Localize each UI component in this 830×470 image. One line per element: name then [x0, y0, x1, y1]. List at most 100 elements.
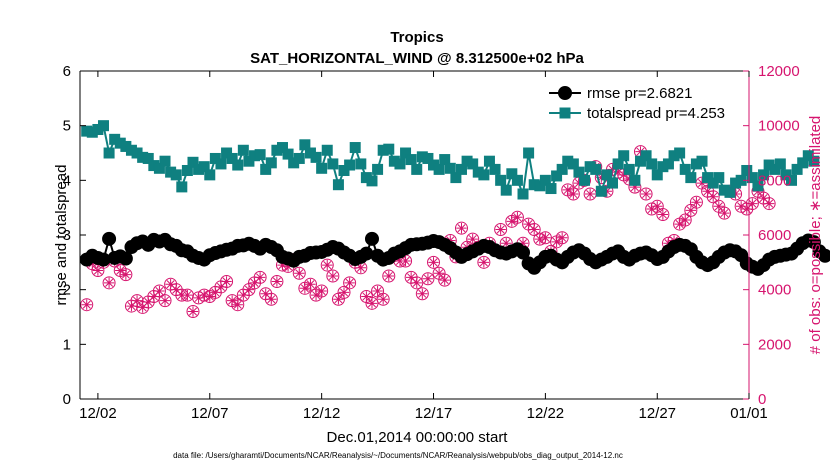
obs-count-point [299, 283, 311, 294]
obs-count-point [439, 274, 450, 286]
series-point [282, 148, 294, 160]
obs-count-point [568, 188, 579, 200]
obs-count-point [639, 187, 653, 201]
series-point [629, 174, 641, 186]
x-axis-label: Dec.01,2014 00:00:00 start [327, 429, 509, 446]
obs-count-point [260, 288, 271, 299]
obs-count-point [92, 265, 104, 276]
obs-count-point [154, 285, 165, 297]
obs-count-point [411, 277, 422, 289]
obs-count-point [337, 285, 351, 299]
series-point [495, 174, 507, 186]
obs-count-point [292, 266, 306, 280]
obs-count-point [495, 224, 506, 235]
series-point [237, 144, 249, 156]
y-right-tick-label: 10000 [758, 118, 800, 135]
series-point [797, 157, 809, 169]
y-right-tick-label: 8000 [758, 172, 791, 189]
x-tick-label: 01/01 [730, 405, 768, 422]
obs-count-point [494, 223, 508, 237]
y-tick-label: 6 [63, 63, 71, 80]
obs-count-point [152, 284, 166, 298]
series-point [567, 158, 579, 170]
series-point [102, 231, 117, 246]
obs-count-point [719, 207, 730, 219]
obs-count-point [221, 276, 232, 287]
obs-count-point [556, 232, 568, 243]
obs-count-point [584, 188, 596, 200]
plot-area [80, 71, 749, 399]
y-right-tick-label: 12000 [758, 63, 800, 80]
obs-count-point [717, 206, 731, 220]
series-point [170, 169, 182, 181]
obs-count-point [758, 192, 769, 204]
obs-count-point [534, 233, 545, 245]
series-point [364, 231, 379, 246]
obs-count-point [81, 299, 92, 310]
series-point [573, 166, 585, 178]
obs-count-point [713, 201, 724, 212]
obs-count-point [322, 259, 333, 271]
series-point [254, 149, 266, 161]
obs-count-point [182, 289, 193, 301]
obs-count-point [445, 235, 456, 246]
series-point [276, 142, 288, 154]
obs-count-point [421, 272, 435, 286]
obs-count-point [158, 294, 172, 308]
obs-count-point [618, 169, 629, 181]
obs-count-point [249, 277, 260, 289]
chart-title: Tropics [390, 29, 443, 46]
series-asterisk [81, 146, 775, 317]
series-point [713, 172, 725, 184]
series-point [265, 157, 277, 169]
obs-count-point [204, 291, 215, 302]
obs-count-point [220, 274, 234, 288]
y-right-tick-label: 0 [758, 391, 766, 408]
series-point [344, 159, 356, 171]
obs-count-point [120, 269, 132, 280]
obs-count-point [410, 276, 424, 290]
obs-count-point [338, 287, 350, 298]
x-tick-label: 12/07 [191, 405, 229, 422]
series-point [618, 150, 630, 162]
series-point [349, 142, 361, 154]
obs-count-point [176, 289, 188, 301]
series-point [545, 183, 557, 195]
obs-count-point [264, 292, 278, 306]
obs-count-point [730, 188, 741, 200]
series-point [372, 163, 384, 175]
obs-count-point [198, 289, 210, 301]
obs-count-point [427, 255, 441, 269]
series-point [500, 184, 512, 196]
series-point [142, 152, 154, 164]
obs-count-point [294, 268, 305, 279]
series-point [394, 158, 406, 170]
obs-count-point [415, 287, 429, 301]
obs-count-point [148, 291, 160, 302]
series-point [774, 158, 786, 170]
obs-count-point [282, 261, 294, 272]
obs-count-point [232, 299, 243, 310]
obs-count-point [573, 177, 585, 189]
x-tick-label: 12/12 [303, 405, 341, 422]
obs-count-point [126, 300, 137, 312]
obs-count-point [696, 177, 708, 189]
series-point [590, 163, 602, 175]
series-point [516, 245, 531, 260]
series-point [506, 168, 518, 180]
obs-count-point [680, 214, 691, 226]
obs-count-point [438, 273, 452, 287]
obs-count-point [540, 232, 551, 243]
obs-count-point [523, 218, 534, 230]
obs-count-point [326, 269, 340, 283]
series-point [523, 147, 535, 159]
obs-count-point [361, 291, 372, 302]
obs-count-point [706, 190, 720, 204]
series-point [612, 158, 624, 170]
obs-count-point [506, 216, 518, 227]
obs-count-point [747, 198, 758, 209]
obs-count-point [646, 203, 657, 215]
obs-count-point [171, 284, 182, 295]
series-point [511, 174, 523, 186]
obs-count-point [143, 296, 154, 308]
